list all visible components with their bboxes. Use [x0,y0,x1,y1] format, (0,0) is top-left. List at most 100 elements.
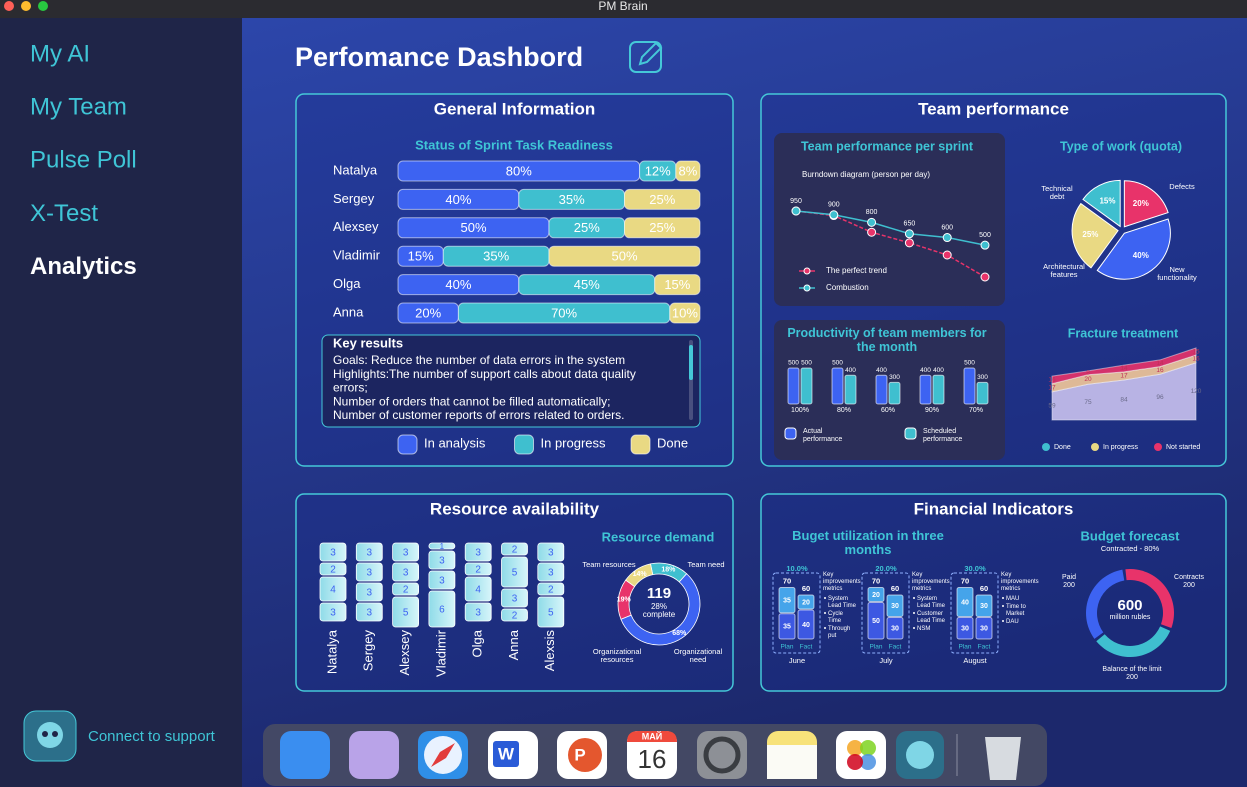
edit-frame [629,41,662,73]
month-box [861,572,910,654]
zoom-button[interactable] [38,1,48,11]
bar-label: 35 [783,597,791,604]
bar [800,367,813,405]
area-label: 84 [1120,397,1128,404]
legend-swatch [397,434,418,455]
support-link[interactable]: Connect to support [88,728,216,745]
bar-label: 40 [802,622,810,629]
bar-label: 30 [891,626,899,633]
metric-bullet [824,612,826,614]
row-name: Vladimir [333,248,381,263]
card-title: Fracture treatment [1068,326,1179,340]
photos-icon[interactable] [836,731,886,779]
share-label: 30.0% [964,564,986,573]
scrollbar-thumb [689,345,693,380]
robot-head [37,722,63,748]
legend-dot [803,267,811,275]
nav-item[interactable]: Pulse Poll [30,147,137,174]
title-bar [0,0,1247,18]
resource-block [392,596,420,628]
metric-bullet [1002,620,1004,622]
budget-bar [778,613,796,640]
bar-label: 40 [961,599,969,606]
resource-block [537,562,565,582]
legend-label: Combustion [826,283,869,292]
segment-value: 200 [1183,582,1195,589]
block-label: 3 [403,568,409,579]
finder-icon[interactable] [280,731,330,779]
share-label: 20.0% [875,564,897,573]
block-label: 5 [512,568,518,579]
trend-point [829,210,839,220]
nav-item[interactable]: Analytics [30,253,137,280]
close-button[interactable] [4,1,14,11]
donut-segment [625,563,654,588]
resource-block [392,582,420,596]
person-name: Alexsis [542,630,557,672]
support-icon[interactable] [23,710,77,762]
block-label: 6 [439,605,445,616]
metric-item: System Lead Time [828,596,857,609]
section-subtitle: Budget forecast [1081,528,1181,543]
page-title: Perfomance Dashbord [295,42,583,72]
resource-block [355,582,383,602]
budget-bar [975,594,993,617]
legend-label: Done [1054,444,1071,451]
area-label: 96 [1156,394,1164,401]
minimize-button[interactable] [21,1,31,11]
slice-name: New functionality [1157,265,1197,282]
area-label: 14 [1156,360,1164,367]
resource-block [501,542,528,556]
metric-bullet [824,627,826,629]
resource-block [428,590,456,628]
resource-block [319,602,347,622]
nav-item[interactable]: My Team [30,94,127,121]
point-label: 950 [790,198,802,205]
card-title: Team performance per sprint [801,139,974,153]
safari-needle [431,743,455,767]
budget-bar [867,587,885,602]
launchpad-icon[interactable] [349,731,399,779]
block-label: 2 [475,565,481,576]
donut-total: 600 [1117,597,1142,614]
block-label: 1 [440,542,445,551]
resource-block [464,602,492,622]
pie-slice [1082,179,1121,228]
segment-name: Contracts [1174,574,1204,581]
segment-name: Balance of the limit [1102,666,1161,673]
legend-dot [1042,443,1050,451]
area-label: 75 [1084,399,1092,406]
row-name: Olga [333,276,361,291]
bar-segment [624,188,701,210]
trash-icon[interactable] [985,737,1021,780]
block-label: 5 [548,608,554,619]
key-results-title: Key results [333,335,403,350]
legend-swatch [904,427,917,440]
edit-icon[interactable] [629,41,663,73]
bar-axis-label: Fact [978,644,991,651]
bar-segment [548,245,701,267]
segment-label: 14% [633,571,648,578]
block-label: 3 [475,608,481,619]
completion-label: 100% [791,407,809,414]
key-results-line: Goals: Reduce the number of data errors … [333,353,625,367]
legend-dot [1091,443,1099,451]
segment-label: 25% [649,192,675,207]
trend-line [795,210,986,246]
segment-name: Organizational resources [593,647,642,664]
robot-eye [52,731,58,737]
point-label: 900 [828,202,840,209]
person-name: Alexsey [397,630,412,676]
nav-item[interactable]: My AI [30,40,90,67]
calendar-day: 16 [638,744,667,774]
area-label: 17 [1120,373,1128,380]
nav-item[interactable]: X-Test [30,200,98,227]
resource-block [428,542,456,550]
block-label: 3 [439,556,445,567]
budget-bar [956,587,974,617]
resource-block [319,576,347,602]
calendar-icon[interactable] [627,731,677,779]
resource-block [355,562,383,582]
donut-segment [1096,626,1171,657]
bar-label: 30 [891,603,899,610]
